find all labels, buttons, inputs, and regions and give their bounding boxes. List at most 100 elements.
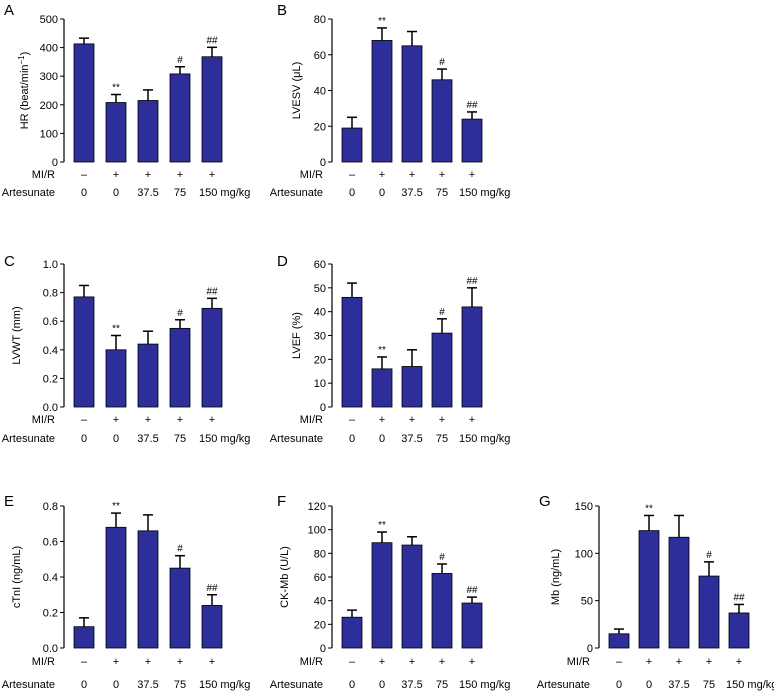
mir-sign: + [439,656,445,668]
bar [137,100,159,163]
significance-mark: ## [733,592,745,603]
mir-sign: + [145,169,151,181]
dose-label: 75 [174,679,186,691]
dose-label: 37.5 [401,433,422,445]
y-axis-title: LVEF (%) [291,312,303,359]
y-tick-label: 120 [308,501,326,513]
bar [371,542,393,649]
panel-letter: D [277,253,288,270]
y-tick-label: 0.4 [43,345,58,357]
artesunate-row-label: Artesunate [2,679,55,691]
significance-mark: ## [466,100,478,111]
bar [201,605,223,649]
dose-label: 150 mg/kg [726,679,774,691]
bar [169,567,191,649]
bar [401,45,423,163]
panel-letter: E [4,493,14,510]
mir-sign: + [113,169,119,181]
mir-sign: + [379,169,385,181]
panel-letter: G [539,493,551,510]
mir-sign: – [81,169,88,181]
y-tick-label: 40 [314,86,326,98]
panel-letter: A [4,2,14,19]
bar [73,43,95,163]
significance-mark: # [177,308,183,319]
panel-letter: C [4,253,15,270]
significance-mark: # [177,55,183,66]
bar [137,343,159,408]
y-tick-label: 60 [314,50,326,62]
dose-label: 0 [81,679,87,691]
mir-sign: – [81,414,88,426]
significance-mark: ## [466,276,478,287]
y-tick-label: 0.2 [43,608,58,620]
mir-row-label: MI/R [32,169,55,181]
mir-row-label: MI/R [32,414,55,426]
bar [341,127,363,163]
bar [668,536,690,649]
mir-sign: – [81,656,88,668]
y-tick-label: 0.8 [43,288,58,300]
y-tick-label: 0.4 [43,572,58,584]
mir-sign: + [177,414,183,426]
mir-sign: – [349,656,356,668]
artesunate-row-label: Artesunate [270,679,323,691]
mir-sign: + [145,656,151,668]
dose-label: 0 [81,433,87,445]
dose-label: 0 [113,433,119,445]
dose-label: 0 [349,433,355,445]
y-tick-label: 0.0 [43,643,58,655]
significance-mark: ** [112,83,120,94]
bar [169,327,191,408]
mir-sign: + [145,414,151,426]
y-tick-label: 60 [314,572,326,584]
dose-label: 37.5 [137,433,158,445]
artesunate-row-label: Artesunate [2,187,55,199]
dose-label: 150 mg/kg [459,433,510,445]
dose-label: 0 [81,187,87,199]
mir-sign: – [349,169,356,181]
bar [608,633,630,649]
y-tick-label: 150 [575,501,593,513]
mir-sign: + [409,169,415,181]
bar [431,332,453,408]
significance-mark: ** [112,501,120,512]
y-tick-label: 20 [314,354,326,366]
dose-label: 75 [174,187,186,199]
y-tick-label: 1.0 [43,259,58,271]
dose-label: 75 [436,187,448,199]
y-tick-label: 10 [314,378,326,390]
bar [728,612,750,649]
bar [73,296,95,408]
bar [461,306,483,408]
mir-sign: + [736,656,742,668]
significance-mark: # [439,307,445,318]
mir-sign: + [113,656,119,668]
significance-mark: ** [378,345,386,356]
mir-row-label: MI/R [300,169,323,181]
dose-label: 75 [174,433,186,445]
mir-sign: + [646,656,652,668]
dose-label: 150 mg/kg [459,187,510,199]
dose-label: 75 [703,679,715,691]
y-axis-title: Mb (ng/mL) [550,549,562,605]
dose-label: 75 [436,433,448,445]
artesunate-row-label: Artesunate [270,187,323,199]
bar [371,368,393,408]
mir-sign: – [349,414,356,426]
bar [401,544,423,649]
mir-sign: + [469,169,475,181]
dose-label: 37.5 [137,679,158,691]
mir-sign: + [379,656,385,668]
mir-sign: + [439,414,445,426]
dose-label: 0 [379,187,385,199]
y-tick-label: 30 [314,331,326,343]
y-tick-label: 100 [308,525,326,537]
y-tick-label: 200 [40,100,58,112]
bar [201,307,223,408]
y-tick-label: 80 [314,14,326,26]
